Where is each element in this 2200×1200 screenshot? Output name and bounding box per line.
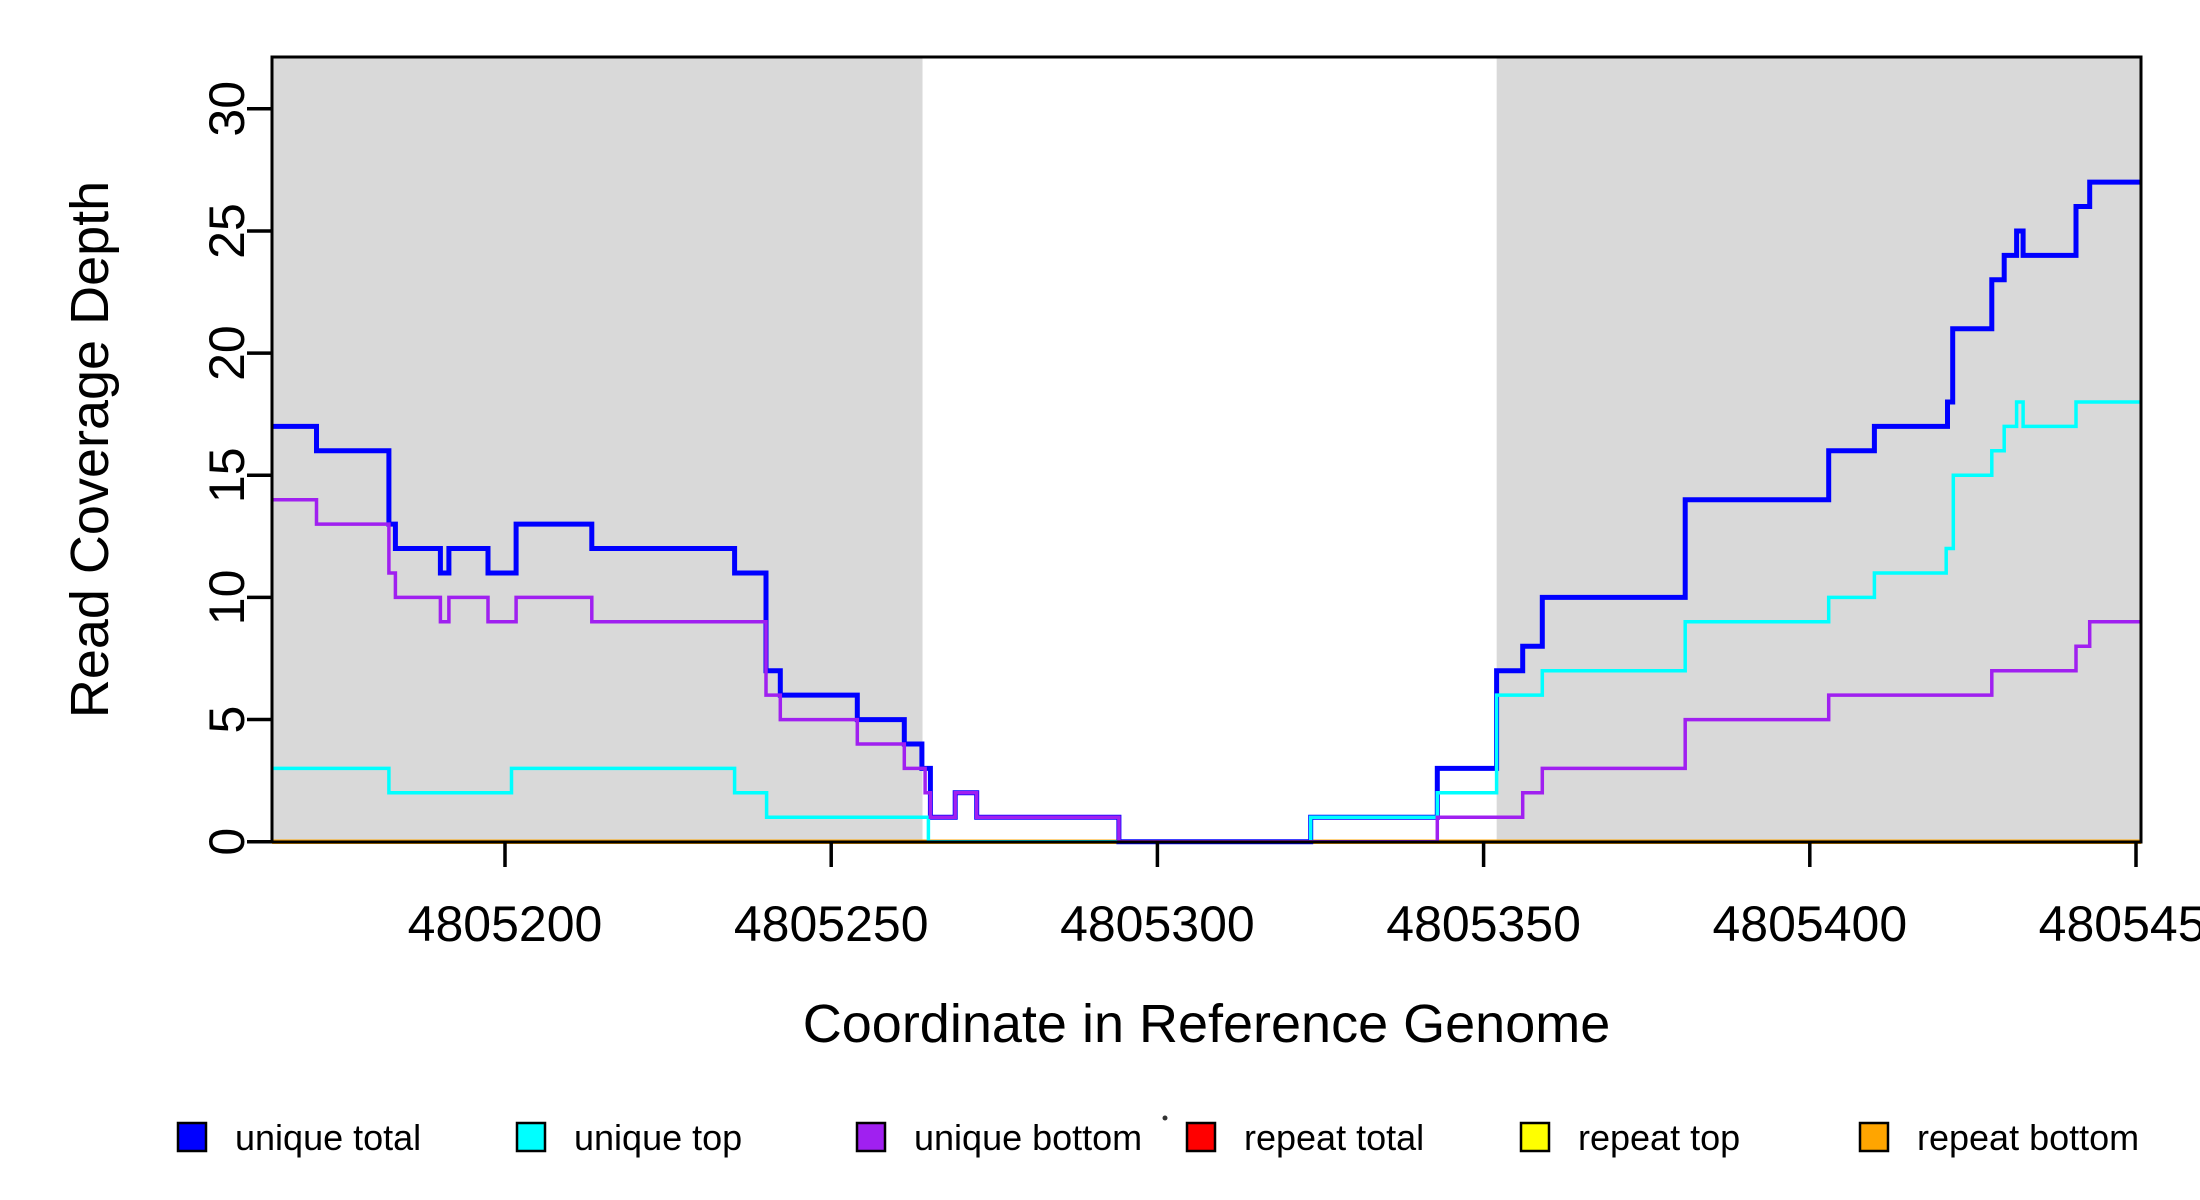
x-axis-tick-label: 4805250 <box>734 896 929 952</box>
x-axis-tick-label: 4805300 <box>1060 896 1255 952</box>
legend-item: unique top <box>515 1117 742 1158</box>
legend-swatch-unique-total <box>176 1121 208 1153</box>
legend-swatch-repeat-bottom <box>1858 1121 1890 1153</box>
y-axis-tick-label: 15 <box>199 447 255 503</box>
legend-swatch-unique-top <box>515 1121 547 1153</box>
series-line-unique-bottom <box>272 497 2142 844</box>
legend-item: repeat total <box>1185 1117 1424 1158</box>
legend-label: repeat bottom <box>1917 1117 2139 1158</box>
y-axis-title: Read Coverage Depth <box>60 181 120 718</box>
artifact-dot <box>1162 1115 1168 1121</box>
y-axis-tick-label: 5 <box>199 706 255 734</box>
y-axis-tick-label: 25 <box>199 203 255 259</box>
x-axis-tick-label: 4805200 <box>408 896 603 952</box>
legend-label: unique total <box>235 1117 421 1158</box>
y-axis-tick-label: 0 <box>199 828 255 856</box>
legend-swatch-unique-bottom <box>855 1121 887 1153</box>
legend-item: unique total <box>176 1117 421 1158</box>
y-axis-tick-label: 30 <box>199 81 255 137</box>
legend-label: repeat top <box>1578 1117 1740 1158</box>
x-axis-title: Coordinate in Reference Genome <box>803 994 1610 1054</box>
legend-item: repeat bottom <box>1858 1117 2139 1158</box>
legend-label: repeat total <box>1244 1117 1424 1158</box>
legend-item: unique bottom <box>855 1117 1142 1158</box>
legend-swatch-repeat-top <box>1519 1121 1551 1153</box>
y-axis-tick-label: 20 <box>199 325 255 381</box>
legend-swatch-repeat-total <box>1185 1121 1217 1153</box>
legend-item: repeat top <box>1519 1117 1740 1158</box>
legend-label: unique top <box>574 1117 742 1158</box>
series-line-unique-top <box>272 400 2142 844</box>
shaded-region <box>1496 57 2142 842</box>
legend-label: unique bottom <box>914 1117 1142 1158</box>
y-axis-tick-label: 10 <box>199 570 255 626</box>
x-axis-tick-label: 4805350 <box>1386 896 1581 952</box>
plot-border <box>270 55 2143 844</box>
x-axis-tick-label: 4805400 <box>1712 896 1907 952</box>
